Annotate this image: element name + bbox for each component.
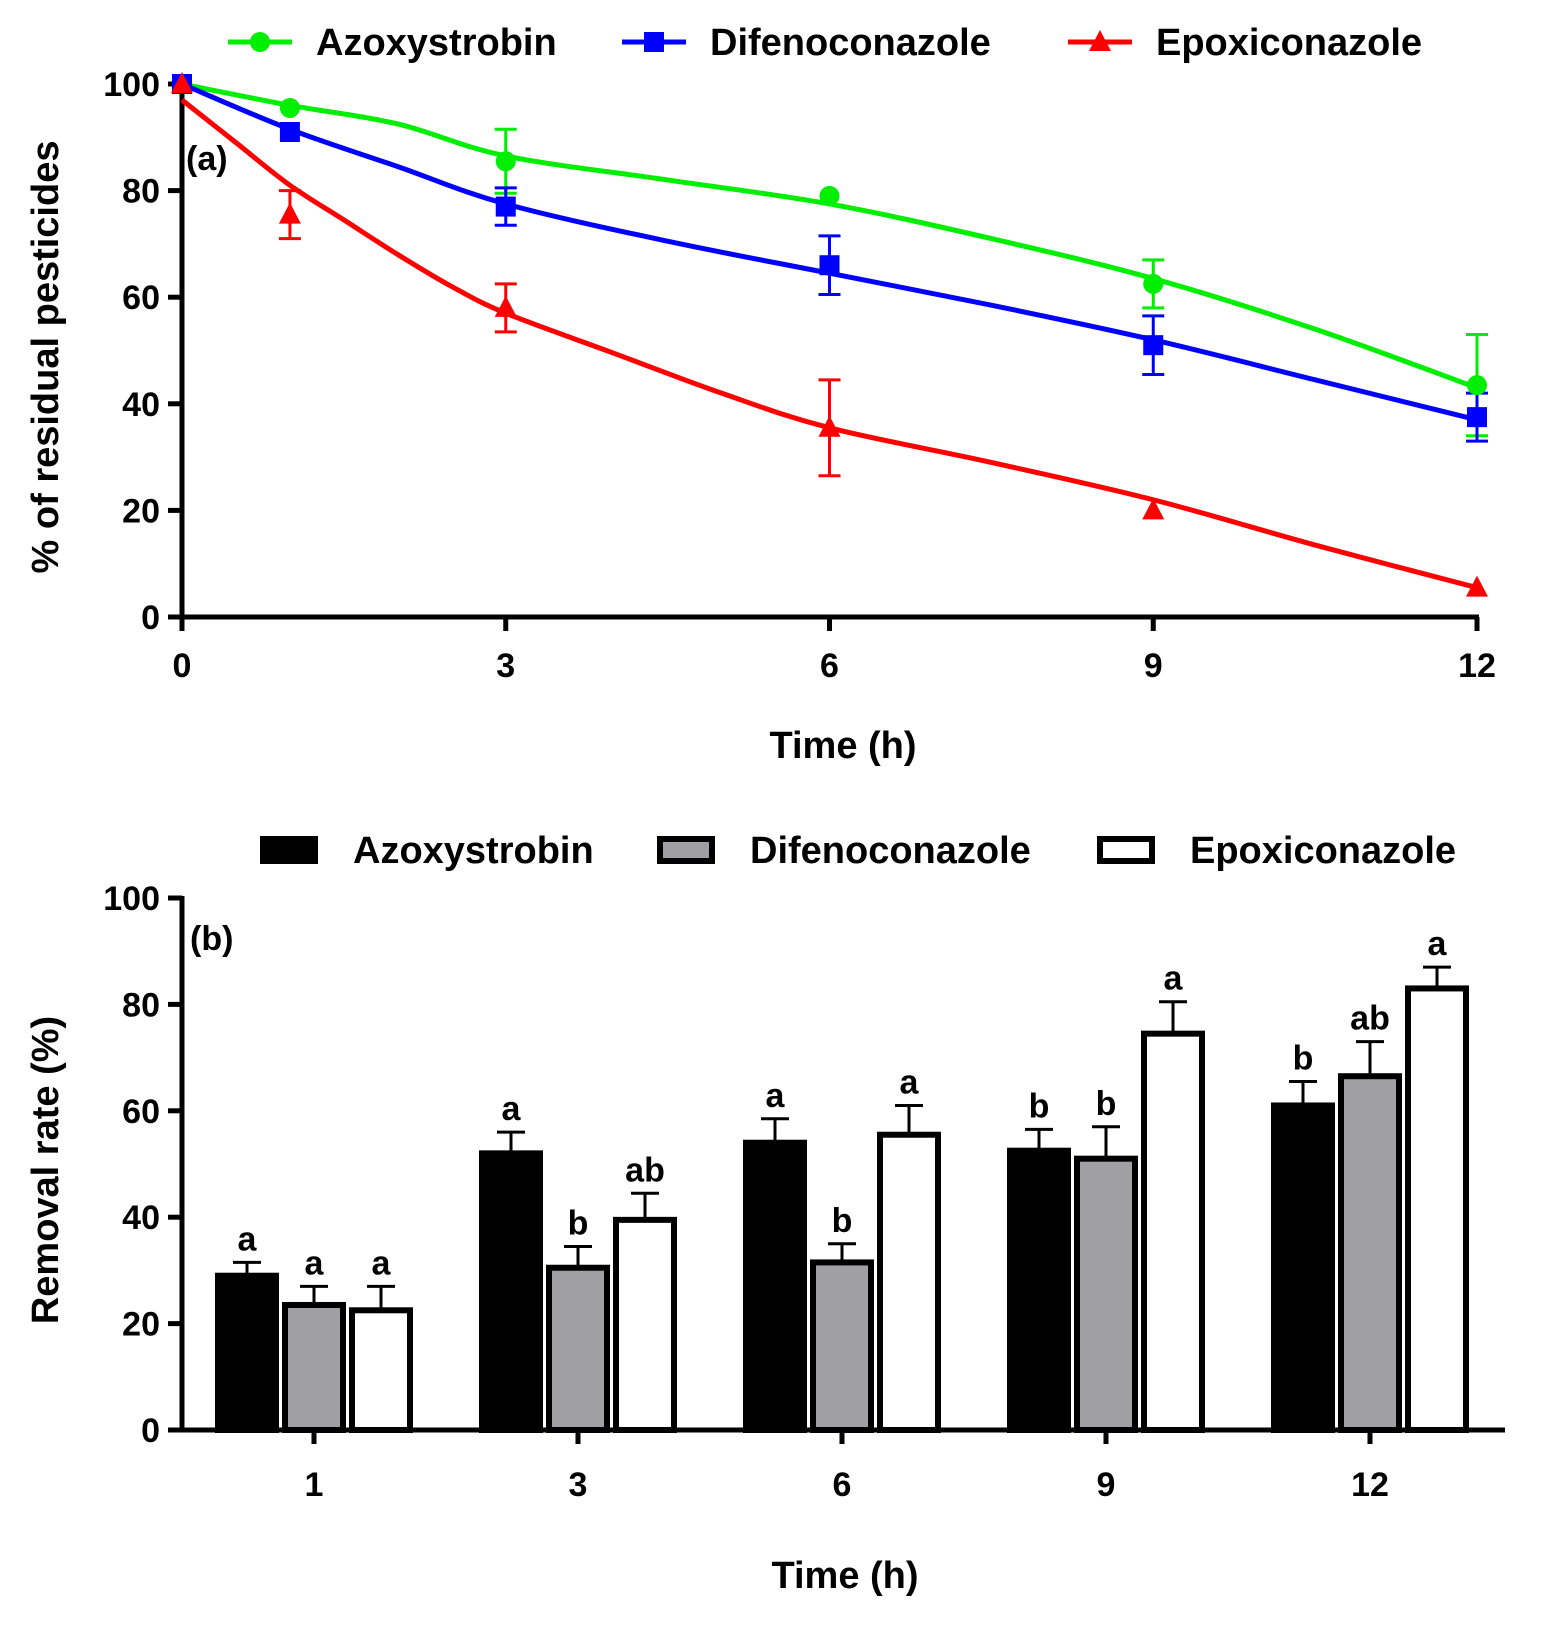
fit-line-azoxystrobin — [181, 81, 1478, 391]
chart-panel-b: Azoxystrobin Difenoconazole Epoxiconazole … — [25, 830, 1505, 1597]
significance-letter: a — [766, 1077, 786, 1115]
data-point-epoxiconazole — [278, 202, 301, 224]
significance-letter: ab — [1350, 1000, 1390, 1038]
markers-a — [171, 72, 1488, 597]
fit-curves-a — [180, 81, 1478, 591]
bar-azoxystrobin — [1271, 1102, 1335, 1433]
y-tick-label-b: 100 — [103, 880, 160, 918]
bar-epoxiconazole — [613, 1216, 677, 1433]
data-point-epoxiconazole — [171, 72, 193, 93]
legend-label-difenoconazole: Difenoconazole — [710, 22, 991, 64]
y-axis-title-a: % of residual pesticides — [25, 141, 67, 574]
x-tick-label-a: 3 — [496, 647, 515, 685]
x-tick-label-b: 12 — [1351, 1466, 1389, 1504]
bar-azoxystrobin — [1007, 1147, 1071, 1433]
legend-marker-epoxiconazole — [1089, 30, 1111, 51]
x-tick-label-b: 1 — [305, 1466, 324, 1504]
y-tick-label-b: 40 — [122, 1199, 160, 1237]
x-axis-title-a: Time (h) — [769, 725, 916, 767]
fit-line-difenoconazole — [181, 81, 1478, 423]
significance-letter: a — [502, 1090, 522, 1128]
legend-swatch-epoxiconazole — [1097, 836, 1155, 864]
y-axis-title-b: Removal rate (%) — [25, 1016, 67, 1324]
data-point-azoxystrobin — [1143, 273, 1164, 294]
bar-azoxystrobin — [215, 1272, 279, 1433]
y-tick-label-b: 80 — [122, 986, 160, 1024]
legend-marker-difenoconazole — [644, 32, 664, 52]
y-tick-label-b: 60 — [122, 1093, 160, 1131]
y-tick-label-b: 20 — [122, 1306, 160, 1344]
legend-label-epoxiconazole: Epoxiconazole — [1156, 22, 1422, 64]
panel-label-b: (b) — [190, 920, 233, 958]
y-tick-label-a: 80 — [122, 173, 160, 211]
legend-label-epoxiconazole: Epoxiconazole — [1190, 830, 1456, 872]
legend-a: Azoxystrobin Difenoconazole Epoxiconazole — [228, 22, 1422, 64]
legend-marker-azoxystrobin — [250, 32, 270, 52]
legend-label-azoxystrobin: Azoxystrobin — [316, 22, 557, 64]
x-tick-label-a: 6 — [820, 647, 839, 685]
significance-letter: b — [568, 1204, 589, 1242]
bar-difenoconazole — [810, 1259, 874, 1434]
x-tick-label-a: 12 — [1458, 647, 1496, 685]
bar-difenoconazole — [1338, 1073, 1402, 1433]
significance-letter: ab — [625, 1151, 665, 1189]
data-point-azoxystrobin — [1467, 375, 1487, 396]
x-tick-label-a: 0 — [173, 647, 192, 685]
data-point-azoxystrobin — [819, 185, 840, 206]
y-tick-label-a: 100 — [103, 66, 160, 104]
significance-letter: a — [900, 1063, 920, 1101]
data-point-difenoconazole — [819, 255, 840, 276]
y-tick-label-b: 0 — [141, 1412, 160, 1450]
significance-letter: a — [305, 1244, 325, 1282]
significance-letter: b — [1096, 1085, 1117, 1123]
bar-epoxiconazole — [349, 1307, 413, 1434]
data-point-epoxiconazole — [1142, 498, 1165, 520]
bar-difenoconazole — [282, 1301, 346, 1433]
bar-epoxiconazole — [1405, 985, 1469, 1433]
data-point-difenoconazole — [1467, 407, 1487, 428]
significance-letter: b — [832, 1202, 853, 1240]
axes-a: 0 20 40 60 80 100 0 3 6 9 12 — [103, 66, 1496, 685]
legend-swatch-azoxystrobin — [260, 836, 318, 864]
data-point-difenoconazole — [495, 196, 516, 217]
bar-difenoconazole — [1074, 1155, 1138, 1434]
panel-label-a: (a) — [186, 140, 228, 178]
significance-letter: a — [372, 1244, 392, 1282]
data-point-epoxiconazole — [818, 415, 841, 437]
y-tick-label-a: 20 — [122, 492, 160, 530]
chart-panel-a: Azoxystrobin Difenoconazole Epoxiconazole … — [25, 22, 1496, 767]
data-point-azoxystrobin — [495, 151, 516, 172]
fit-line-epoxiconazole — [180, 98, 1478, 591]
data-point-difenoconazole — [1143, 335, 1164, 356]
data-point-epoxiconazole — [494, 295, 517, 317]
data-point-azoxystrobin — [279, 97, 300, 118]
x-tick-label-b: 6 — [833, 1466, 852, 1504]
bar-epoxiconazole — [877, 1131, 941, 1433]
bar-azoxystrobin — [479, 1150, 543, 1433]
x-tick-label-b: 3 — [569, 1466, 588, 1504]
data-point-difenoconazole — [279, 121, 300, 142]
x-tick-label-b: 9 — [1097, 1466, 1116, 1504]
significance-letter: b — [1029, 1087, 1050, 1125]
x-axis-title-b: Time (h) — [771, 1555, 918, 1597]
y-tick-label-a: 0 — [141, 599, 160, 637]
legend-label-difenoconazole: Difenoconazole — [750, 830, 1031, 872]
significance-letter: a — [238, 1220, 258, 1258]
error-bars-a — [278, 127, 1488, 478]
bar-difenoconazole — [546, 1264, 610, 1433]
legend-swatch-difenoconazole — [657, 836, 715, 864]
data-point-epoxiconazole — [1466, 575, 1488, 597]
significance-letter: b — [1293, 1040, 1314, 1078]
bar-azoxystrobin — [743, 1139, 807, 1433]
bar-epoxiconazole — [1141, 1030, 1205, 1434]
x-tick-label-a: 9 — [1144, 647, 1163, 685]
y-tick-label-a: 40 — [122, 386, 160, 424]
legend-b: Azoxystrobin Difenoconazole Epoxiconazole — [260, 830, 1456, 872]
significance-letter: a — [1164, 960, 1184, 998]
y-tick-label-a: 60 — [122, 279, 160, 317]
legend-label-azoxystrobin: Azoxystrobin — [353, 830, 594, 872]
significance-letter: a — [1428, 925, 1448, 963]
